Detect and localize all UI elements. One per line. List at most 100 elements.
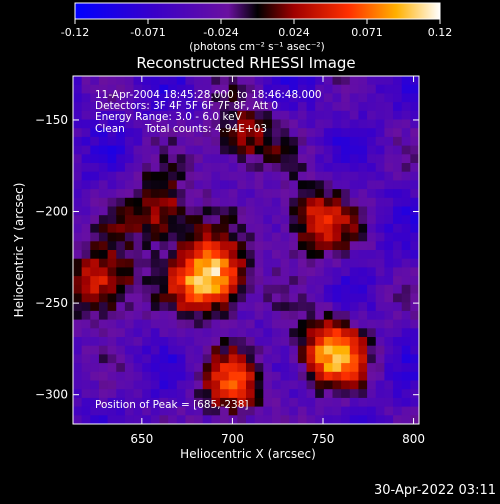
heatmap-cell — [107, 328, 117, 338]
heatmap-cell — [237, 154, 247, 164]
heatmap-cell — [133, 406, 143, 416]
heatmap-cell — [176, 293, 187, 303]
heatmap-cell — [271, 397, 282, 408]
heatmap-cell — [133, 154, 143, 164]
heatmap-cell — [297, 223, 308, 234]
heatmap-cell — [297, 215, 308, 225]
heatmap-cell — [133, 363, 143, 373]
heatmap-cell — [341, 293, 351, 303]
heatmap-cell — [393, 93, 403, 103]
heatmap-cell — [142, 389, 152, 399]
x-tick-label: 700 — [221, 432, 244, 446]
heatmap-cell — [401, 406, 411, 416]
heatmap-cell — [254, 163, 264, 173]
heatmap-cell — [410, 284, 419, 295]
heatmap-cell — [107, 145, 117, 155]
heatmap-cell — [220, 310, 230, 321]
heatmap-cell — [332, 128, 342, 138]
heatmap-cell — [98, 154, 109, 164]
heatmap-cell — [168, 267, 178, 277]
heatmap-cell — [323, 250, 334, 260]
heatmap-cell — [401, 371, 411, 382]
heatmap-cell — [107, 154, 117, 164]
heatmap-cell — [384, 250, 394, 260]
heatmap-cell — [159, 354, 169, 364]
heatmap-cell — [124, 76, 135, 86]
heatmap-cell — [159, 180, 169, 190]
heatmap-cell — [159, 406, 169, 416]
heatmap-cell — [107, 102, 117, 112]
heatmap-cell — [358, 215, 368, 225]
heatmap-cell — [246, 215, 256, 225]
heatmap-cell — [211, 206, 221, 216]
heatmap-cell — [98, 197, 109, 208]
heatmap-cell — [410, 380, 419, 390]
heatmap-cell — [410, 302, 419, 312]
heatmap-cell — [220, 84, 230, 94]
heatmap-cell — [315, 171, 325, 181]
heatmap-cell — [332, 319, 342, 329]
x-tick-label: 650 — [130, 432, 153, 446]
heatmap-cell — [349, 241, 360, 251]
heatmap-cell — [263, 293, 273, 303]
heatmap-cell — [280, 154, 290, 164]
heatmap-cell — [384, 389, 394, 399]
heatmap-cell — [202, 258, 212, 268]
heatmap-cell — [297, 363, 308, 373]
heatmap-cell — [142, 180, 152, 190]
heatmap-cell — [150, 250, 161, 260]
heatmap-cell — [194, 110, 204, 121]
heatmap-cell — [176, 215, 187, 225]
heatmap-cell — [375, 397, 385, 408]
heatmap-cell — [254, 328, 264, 338]
heatmap-cell — [315, 371, 325, 382]
x-tick-label: 800 — [402, 432, 425, 446]
heatmap-cell — [150, 180, 161, 190]
heatmap-cell — [375, 284, 385, 295]
heatmap-cell — [194, 310, 204, 321]
heatmap-cell — [289, 363, 299, 373]
heatmap-cell — [254, 345, 264, 355]
heatmap-cell — [159, 110, 169, 121]
heatmap-cell — [271, 241, 282, 251]
heatmap-cell — [246, 145, 256, 155]
heatmap-cell — [263, 241, 273, 251]
heatmap-cell — [393, 241, 403, 251]
heatmap-cell — [358, 93, 368, 103]
heatmap-cell — [280, 337, 290, 347]
heatmap-cell — [297, 276, 308, 286]
heatmap-cell — [367, 363, 377, 373]
heatmap-cell — [289, 328, 299, 338]
heatmap-cell — [150, 232, 161, 242]
heatmap-cell — [254, 302, 264, 312]
heatmap-cell — [211, 354, 221, 364]
heatmap-cell — [211, 345, 221, 355]
heatmap-cell — [323, 380, 334, 390]
heatmap-cell — [116, 128, 126, 138]
heatmap-cell — [315, 84, 325, 94]
heatmap-cell — [358, 363, 368, 373]
heatmap-cell — [375, 267, 385, 277]
heatmap-cell — [332, 102, 342, 112]
heatmap-cell — [289, 84, 299, 94]
heatmap-cell — [107, 258, 117, 268]
heatmap-cell — [142, 319, 152, 329]
heatmap-cell — [185, 319, 195, 329]
heatmap-cell — [176, 284, 187, 295]
heatmap-cell — [306, 241, 316, 251]
heatmap-cell — [176, 102, 187, 112]
heatmap-cell — [315, 241, 325, 251]
heatmap-cell — [315, 163, 325, 173]
heatmap-cell — [176, 110, 187, 121]
heatmap-cell — [124, 302, 135, 312]
heatmap-cell — [142, 267, 152, 277]
heatmap-cell — [349, 389, 360, 399]
colorbar-tick-label: 0.024 — [278, 26, 310, 39]
heatmap-cell — [401, 389, 411, 399]
heatmap-cell — [271, 415, 282, 424]
heatmap-cell — [297, 197, 308, 208]
heatmap-cell — [202, 232, 212, 242]
heatmap-cell — [159, 128, 169, 138]
heatmap-cell — [297, 284, 308, 295]
heatmap-cell — [367, 371, 377, 382]
